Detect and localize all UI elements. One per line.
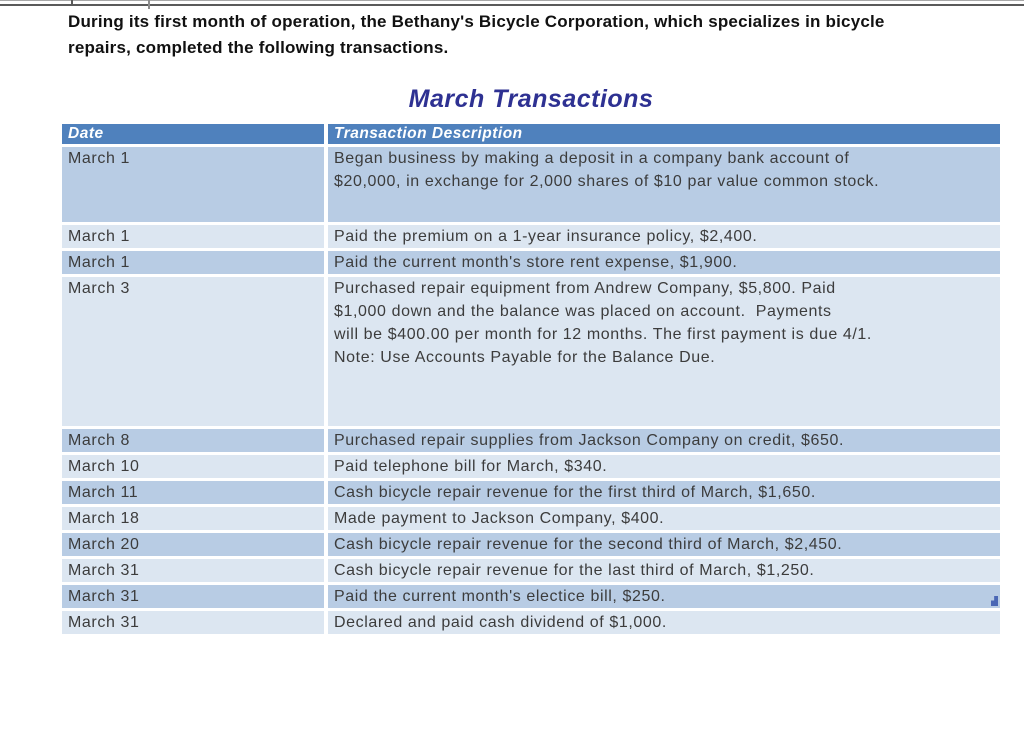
row-description-text: Paid the current month's store rent expe… xyxy=(334,254,738,271)
row-description-text: Made payment to Jackson Company, $400. xyxy=(334,510,665,527)
row-description: Cash bicycle repair revenue for the last… xyxy=(328,559,1000,582)
row-description-text: Purchased repair equipment from Andrew C… xyxy=(334,280,872,366)
page-title: March Transactions xyxy=(408,85,654,113)
row-description: Began business by making a deposit in a … xyxy=(328,147,1000,222)
transactions-table: Date Transaction Description March 1 Beg… xyxy=(62,124,1000,634)
row-description: Cash bicycle repair revenue for the seco… xyxy=(328,533,1000,556)
table-row: March 31 Paid the current month's electi… xyxy=(62,585,1000,608)
row-description: Paid the current month's electice bill, … xyxy=(328,585,1000,608)
row-date: March 10 xyxy=(62,455,324,478)
table-row: March 3 Purchased repair equipment from … xyxy=(62,277,1000,426)
ruler-tick-left xyxy=(71,0,73,6)
table-row: March 31 Declared and paid cash dividend… xyxy=(62,611,1000,634)
row-date: March 31 xyxy=(62,559,324,582)
row-description-text: Paid the premium on a 1-year insurance p… xyxy=(334,228,758,245)
row-description: Made payment to Jackson Company, $400. xyxy=(328,507,1000,530)
row-date: March 18 xyxy=(62,507,324,530)
table-row: March 1 Began business by making a depos… xyxy=(62,147,1000,222)
table-row: March 10 Paid telephone bill for March, … xyxy=(62,455,1000,478)
table-resize-marker-icon xyxy=(991,596,998,606)
row-date: March 1 xyxy=(62,251,324,274)
row-description-text: Declared and paid cash dividend of $1,00… xyxy=(334,614,667,631)
top-ruler-line xyxy=(0,0,1024,1)
header-transaction-description: Transaction Description xyxy=(328,124,1000,144)
row-description-text: Cash bicycle repair revenue for the seco… xyxy=(334,536,843,553)
intro-line-2: repairs, completed the following transac… xyxy=(68,38,449,57)
row-date: March 20 xyxy=(62,533,324,556)
intro-paragraph: During its first month of operation, the… xyxy=(68,9,1018,61)
row-date: March 31 xyxy=(62,611,324,634)
table-row: March 31 Cash bicycle repair revenue for… xyxy=(62,559,1000,582)
row-date: March 11 xyxy=(62,481,324,504)
row-date: March 1 xyxy=(62,225,324,248)
table-row: March 11 Cash bicycle repair revenue for… xyxy=(62,481,1000,504)
row-date: March 31 xyxy=(62,585,324,608)
top-gridline xyxy=(0,4,1024,6)
table-row: March 8 Purchased repair supplies from J… xyxy=(62,429,1000,452)
row-description-text: Paid telephone bill for March, $340. xyxy=(334,458,608,475)
row-description-text: Cash bicycle repair revenue for the firs… xyxy=(334,484,816,501)
header-date: Date xyxy=(62,124,324,144)
row-date: March 3 xyxy=(62,277,324,426)
table-row: March 18 Made payment to Jackson Company… xyxy=(62,507,1000,530)
intro-line-1: During its first month of operation, the… xyxy=(68,12,885,31)
row-description: Paid the current month's store rent expe… xyxy=(328,251,1000,274)
row-date: March 1 xyxy=(62,147,324,222)
row-description-text: Purchased repair supplies from Jackson C… xyxy=(334,432,845,449)
row-description: Paid telephone bill for March, $340. xyxy=(328,455,1000,478)
row-description: Cash bicycle repair revenue for the firs… xyxy=(328,481,1000,504)
row-description: Declared and paid cash dividend of $1,00… xyxy=(328,611,1000,634)
table-row: March 1 Paid the current month's store r… xyxy=(62,251,1000,274)
table-header-row: Date Transaction Description xyxy=(62,124,1000,144)
table-body: March 1 Began business by making a depos… xyxy=(62,147,1000,634)
row-description-text: Paid the current month's electice bill, … xyxy=(334,588,666,605)
table-row: March 20 Cash bicycle repair revenue for… xyxy=(62,533,1000,556)
row-description: Purchased repair supplies from Jackson C… xyxy=(328,429,1000,452)
row-description-text: Cash bicycle repair revenue for the last… xyxy=(334,562,815,579)
row-description: Paid the premium on a 1-year insurance p… xyxy=(328,225,1000,248)
ruler-tick-right xyxy=(148,0,150,9)
row-date: March 8 xyxy=(62,429,324,452)
row-description-text: Began business by making a deposit in a … xyxy=(334,150,880,190)
table-row: March 1 Paid the premium on a 1-year ins… xyxy=(62,225,1000,248)
row-description: Purchased repair equipment from Andrew C… xyxy=(328,277,1000,426)
